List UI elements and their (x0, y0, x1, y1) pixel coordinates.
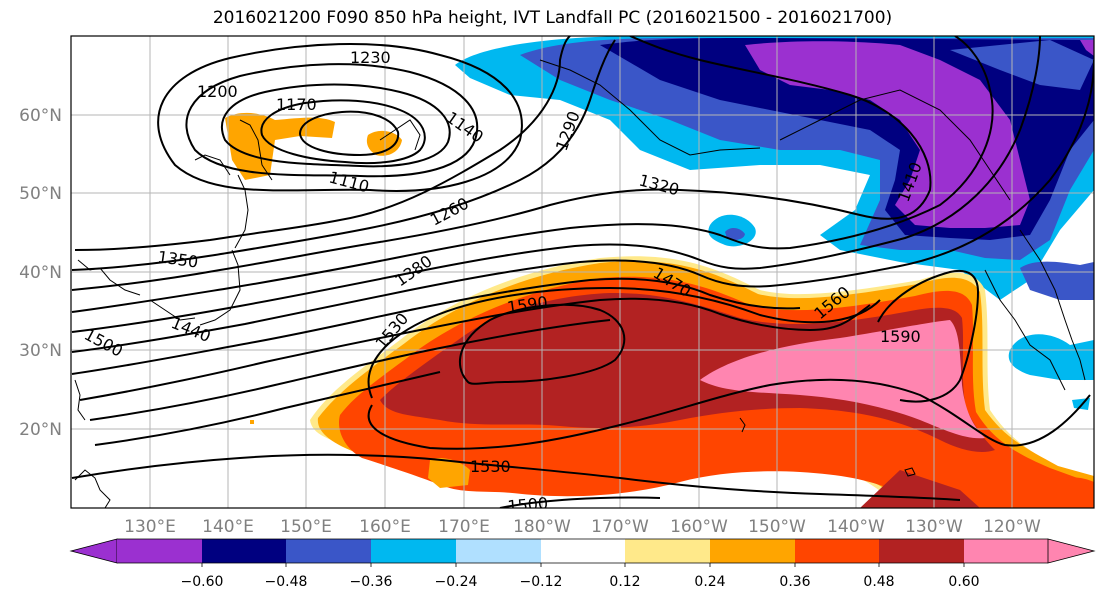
colorbar-segment-11 (964, 539, 1048, 563)
map-frame (70, 35, 1095, 509)
lon-label-150w: 150°W (748, 517, 806, 537)
lon-label-130e: 130°E (124, 517, 176, 537)
colorbar-segment-12 (1047, 538, 1096, 564)
coastlines (74, 59, 1086, 508)
colorbar-segment-6 (541, 539, 625, 563)
colorbar-label-048: 0.48 (863, 574, 894, 590)
lat-label-60n: 60°N (19, 106, 62, 126)
colorbar-segment-2 (202, 539, 286, 563)
lat-label-20n: 20°N (19, 420, 62, 440)
lon-label-150e: 150°E (280, 517, 332, 537)
contour-label-1500-south: 1500 (507, 494, 549, 516)
map-title: 2016021200 F090 850 hPa height, IVT Land… (212, 8, 893, 28)
lon-label-180w: 180°W (513, 517, 571, 537)
map-panel: 1230 1200 1170 1140 1110 1290 1320 1260 … (71, 36, 1094, 516)
lon-label-120w: 120°W (983, 517, 1041, 537)
colorbar-segment-9 (795, 539, 879, 563)
colorbar-segment-8 (710, 539, 795, 563)
colorbar-label-024: 0.24 (694, 574, 725, 590)
contour-label-1200: 1200 (197, 82, 238, 101)
colorbar-label-neg060: −0.60 (181, 574, 224, 590)
lon-label-160e: 160°E (359, 517, 411, 537)
colorbar-segment-4 (371, 539, 456, 563)
lon-label-170w: 170°W (591, 517, 649, 537)
lon-label-170e: 170°E (438, 517, 490, 537)
colorbar-label-neg012: −0.12 (520, 574, 563, 590)
colorbar-segment-10 (879, 539, 964, 563)
colorbar-segment-5 (456, 539, 541, 563)
colorbar-label-neg024: −0.24 (435, 574, 478, 590)
colorbar-label-036: 0.36 (779, 574, 810, 590)
colorbar-segment-3 (286, 539, 371, 563)
lat-labels: 20°N 30°N 40°N 50°N 60°N (19, 106, 62, 440)
colorbar-label-012: 0.12 (609, 574, 640, 590)
lon-label-130w: 130°W (905, 517, 963, 537)
colorbar: −0.60 −0.48 −0.36 −0.24 −0.12 0.12 0.24 … (69, 538, 1096, 590)
contour-label-1590-east: 1590 (880, 327, 921, 346)
height-contours (71, 36, 1094, 508)
lat-label-30n: 30°N (19, 341, 62, 361)
colorbar-segment-0 (69, 538, 118, 564)
lon-labels: 130°E 140°E 150°E 160°E 170°E 180°W 170°… (124, 517, 1041, 537)
colorbar-label-neg036: −0.36 (350, 574, 393, 590)
contour-label-1530-south: 1530 (470, 457, 511, 476)
lon-label-140w: 140°W (827, 517, 885, 537)
colorbar-segment-1 (117, 539, 202, 563)
lat-label-40n: 40°N (19, 263, 62, 283)
colorbar-label-neg048: −0.48 (265, 574, 308, 590)
lon-label-140e: 140°E (202, 517, 254, 537)
lat-label-50n: 50°N (19, 184, 62, 204)
contour-label-1170: 1170 (276, 95, 317, 114)
lon-label-160w: 160°W (670, 517, 728, 537)
gridlines (71, 36, 1094, 508)
contour-label-1230: 1230 (350, 48, 391, 67)
colorbar-label-060: 0.60 (948, 574, 979, 590)
colorbar-segment-7 (625, 539, 710, 563)
